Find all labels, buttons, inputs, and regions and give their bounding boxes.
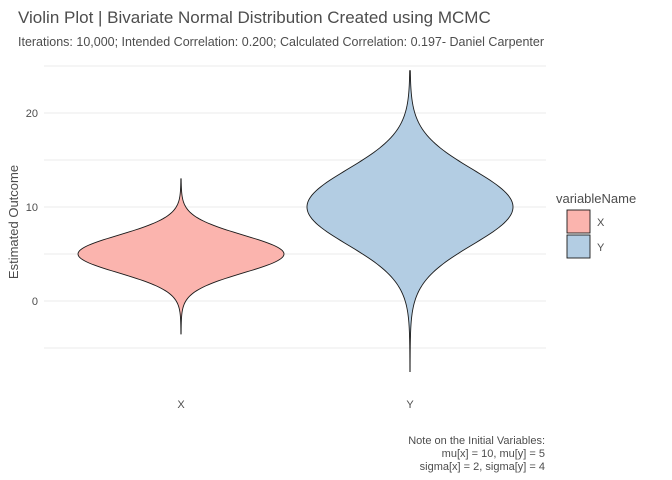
y-tick-label: 10 (26, 202, 38, 214)
y-tick-label: 20 (26, 108, 38, 120)
caption: Note on the Initial Variables: mu[x] = 1… (408, 435, 545, 473)
legend: variableName XY (556, 191, 636, 259)
legend-title: variableName (556, 191, 636, 206)
caption-line-2: mu[x] = 10, mu[y] = 5 (442, 448, 545, 460)
caption-line-3: sigma[x] = 2, sigma[y] = 4 (420, 461, 545, 473)
legend-key-x (566, 209, 591, 234)
legend-items: XY (566, 209, 605, 259)
legend-label-y: Y (597, 242, 605, 254)
x-tick-label: Y (406, 399, 414, 411)
violins (77, 70, 514, 372)
y-axis-label: Estimated Outcome (6, 165, 21, 279)
chart-subtitle: Iterations: 10,000; Intended Correlation… (18, 35, 544, 49)
violin-y (306, 70, 514, 372)
violin-x (77, 178, 285, 335)
legend-key-y (566, 234, 591, 259)
legend-label-x: X (597, 217, 605, 229)
y-tick-label: 0 (32, 296, 38, 308)
y-axis-ticks: 0 10 20 (26, 108, 38, 308)
caption-line-1: Note on the Initial Variables: (408, 435, 545, 447)
x-tick-label: X (177, 399, 185, 411)
chart-title: Violin Plot | Bivariate Normal Distribut… (18, 8, 491, 27)
